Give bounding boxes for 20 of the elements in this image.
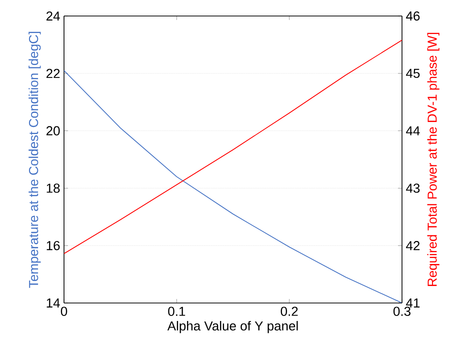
y-tick-label: 24 xyxy=(46,11,60,21)
y-tick-label: 20 xyxy=(46,126,60,136)
y-axis-title: Temperature at the Coldest Condition [degC] xyxy=(28,32,41,288)
x-axis-title: Alpha Value of Y panel xyxy=(167,320,298,334)
x-tick-label: 0.1 xyxy=(168,306,186,316)
y-tick-label: 14 xyxy=(46,298,60,308)
line-series xyxy=(64,40,402,254)
x-tick-label: 0.2 xyxy=(280,306,298,316)
y2-tick-label: 43 xyxy=(406,184,420,193)
y2-tick-label: 44 xyxy=(406,126,420,136)
y2-axis-title: Required Total Power at the DV-1 phase [W] xyxy=(427,32,440,286)
y2-tick-label: 41 xyxy=(406,298,420,308)
y-tick-label: 22 xyxy=(46,68,60,78)
x-tick-label: 0 xyxy=(60,306,68,316)
x-tick-label: 0.3 xyxy=(393,306,410,316)
y2-tick-label: 45 xyxy=(406,68,420,78)
y2-tick-label: 46 xyxy=(406,11,420,21)
y-tick-label: 16 xyxy=(46,240,60,250)
y2-tick-label: 42 xyxy=(406,241,420,250)
y-tick-label: 18 xyxy=(46,184,60,193)
